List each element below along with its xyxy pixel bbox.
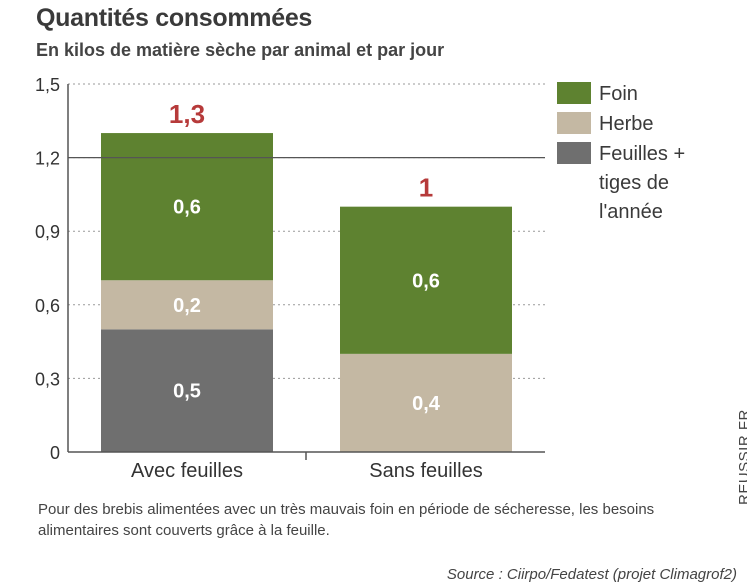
bar-segment — [340, 353, 512, 452]
segment-value-label: 0,2 — [173, 295, 201, 317]
legend-swatch — [557, 82, 591, 104]
segment-value-label: 0,4 — [412, 393, 441, 415]
x-category-label: Sans feuilles — [369, 460, 482, 482]
x-category-label: Avec feuilles — [131, 460, 243, 482]
legend-label: Foin — [599, 83, 638, 105]
legend-label: l'année — [599, 201, 663, 223]
chart-subtitle: En kilos de matière sèche par animal et … — [36, 40, 445, 60]
chart-note: Pour des brebis alimentées avec un très … — [38, 501, 655, 539]
bar-segment — [101, 280, 273, 330]
y-tick-label: 0,6 — [35, 296, 60, 316]
bar-segment — [340, 206, 512, 354]
bar-segment — [101, 329, 273, 452]
legend-label: Herbe — [599, 113, 653, 135]
segment-value-label: 0,6 — [173, 197, 201, 219]
legend-label: Feuilles + — [599, 143, 685, 165]
chart-title: Quantités consommées — [36, 4, 313, 32]
stacked-bar-chart: 0 0,3 0,6 0,9 1,2 1,5 0,5 0,2 0,6 1,3 Avec feuille… — [35, 75, 685, 482]
y-tick-label: 0,9 — [35, 222, 60, 242]
credit-text: REUSSIR.FR — [736, 409, 747, 505]
legend-label: tiges de — [599, 172, 669, 194]
legend-swatch — [557, 112, 591, 134]
segment-value-label: 0,6 — [412, 270, 440, 292]
y-tick-label: 1,5 — [35, 75, 60, 95]
y-tick-label: 1,2 — [35, 149, 60, 169]
total-value-label: 1 — [419, 173, 433, 203]
segment-value-label: 0,5 — [173, 381, 201, 403]
y-tick-label: 0,3 — [35, 369, 60, 389]
source-text: Source : Ciirpo/Fedatest (projet Climagr… — [446, 566, 737, 583]
total-value-label: 1,3 — [169, 99, 205, 129]
y-tick-label: 0 — [50, 443, 60, 463]
legend-swatch — [557, 142, 591, 164]
